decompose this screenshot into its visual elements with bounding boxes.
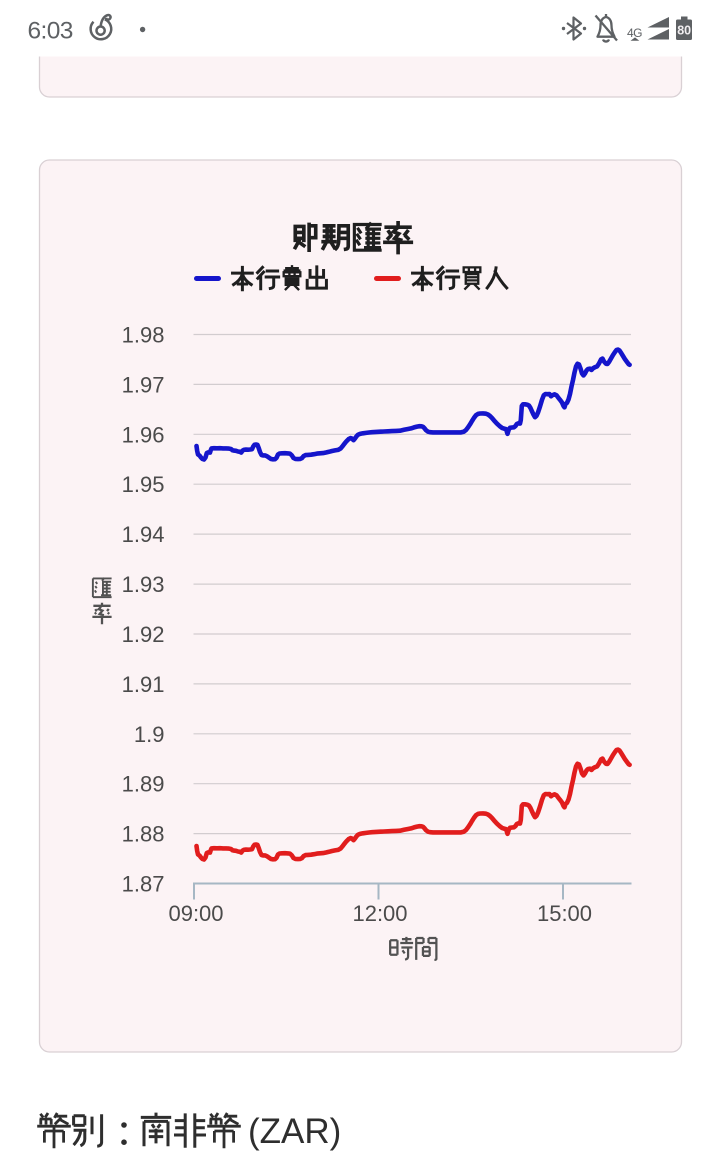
svg-text:6:03: 6:03 bbox=[28, 18, 73, 45]
svg-text:1.9: 1.9 bbox=[134, 722, 165, 747]
svg-text:09:00: 09:00 bbox=[168, 901, 223, 926]
svg-text:1.89: 1.89 bbox=[122, 772, 165, 797]
svg-text:4G: 4G bbox=[627, 26, 642, 40]
svg-text:1.93: 1.93 bbox=[122, 572, 165, 597]
svg-text:1.96: 1.96 bbox=[122, 422, 165, 447]
svg-text:1.97: 1.97 bbox=[122, 372, 165, 397]
svg-text:1.91: 1.91 bbox=[122, 672, 165, 697]
svg-text:80: 80 bbox=[677, 24, 691, 38]
svg-text:1.88: 1.88 bbox=[122, 822, 165, 847]
svg-text:1.98: 1.98 bbox=[122, 323, 165, 348]
svg-text:(ZAR): (ZAR) bbox=[248, 1112, 341, 1151]
svg-text:1.94: 1.94 bbox=[122, 522, 165, 547]
svg-text:15:00: 15:00 bbox=[537, 901, 592, 926]
svg-text:1.92: 1.92 bbox=[122, 622, 165, 647]
svg-text:1.87: 1.87 bbox=[122, 872, 165, 897]
svg-text:12:00: 12:00 bbox=[352, 901, 407, 926]
svg-text:1.95: 1.95 bbox=[122, 472, 165, 497]
